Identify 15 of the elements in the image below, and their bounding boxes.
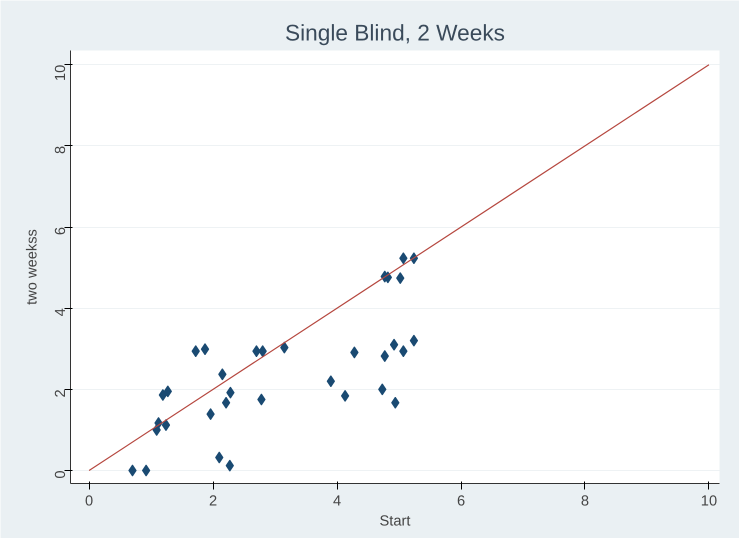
x-tick-label: 0 <box>85 494 94 510</box>
x-axis-title: Start <box>380 514 410 530</box>
chart-title: Single Blind, 2 Weeks <box>285 20 505 46</box>
y-tick-label: 2 <box>53 389 69 398</box>
y-tick-label: 4 <box>53 308 69 316</box>
y-axis-title: two weekss <box>24 229 40 305</box>
x-tick-label: 8 <box>580 494 590 510</box>
y-tick-label: 6 <box>53 227 69 236</box>
y-tick-label: 10 <box>53 64 69 82</box>
x-tick-label: 4 <box>332 494 342 510</box>
x-tick-label: 10 <box>700 494 718 510</box>
x-tick-label: 2 <box>208 494 218 510</box>
y-tick-label: 0 <box>53 470 69 479</box>
y-tick-label: 8 <box>53 146 69 154</box>
x-tick-label: 6 <box>456 494 466 510</box>
